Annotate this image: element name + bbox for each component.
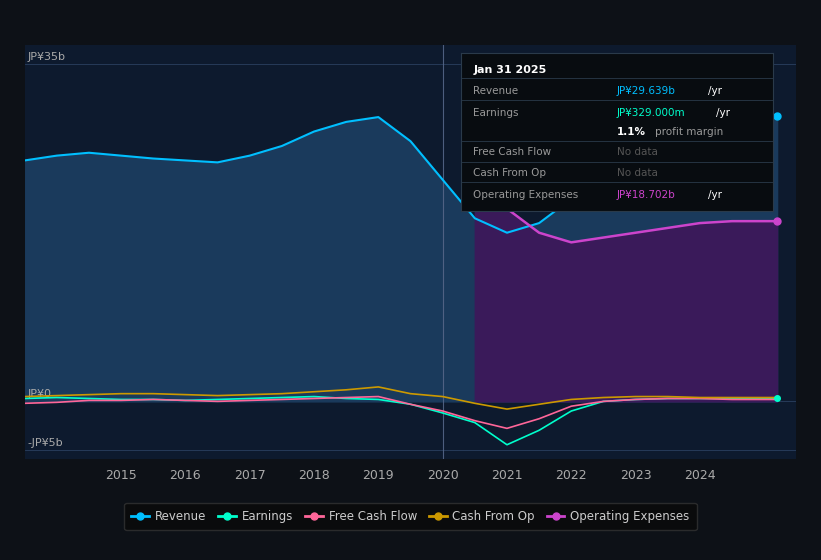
Text: Earnings: Earnings xyxy=(473,108,519,118)
Text: JP¥0: JP¥0 xyxy=(28,389,52,399)
Text: No data: No data xyxy=(617,168,658,178)
Text: No data: No data xyxy=(617,147,658,157)
Text: profit margin: profit margin xyxy=(655,127,723,137)
Text: JP¥18.702b: JP¥18.702b xyxy=(617,190,676,200)
Text: Free Cash Flow: Free Cash Flow xyxy=(473,147,551,157)
Text: /yr: /yr xyxy=(708,190,722,200)
Text: Revenue: Revenue xyxy=(473,86,518,96)
Text: JP¥29.639b: JP¥29.639b xyxy=(617,86,676,96)
Text: Operating Expenses: Operating Expenses xyxy=(473,190,579,200)
Text: -JP¥5b: -JP¥5b xyxy=(28,437,63,447)
Text: /yr: /yr xyxy=(708,86,722,96)
Text: /yr: /yr xyxy=(717,108,731,118)
Text: 1.1%: 1.1% xyxy=(617,127,646,137)
Text: JP¥35b: JP¥35b xyxy=(28,52,66,62)
Legend: Revenue, Earnings, Free Cash Flow, Cash From Op, Operating Expenses: Revenue, Earnings, Free Cash Flow, Cash … xyxy=(124,503,697,530)
Text: JP¥329.000m: JP¥329.000m xyxy=(617,108,686,118)
Text: Jan 31 2025: Jan 31 2025 xyxy=(473,66,547,76)
Text: Cash From Op: Cash From Op xyxy=(473,168,546,178)
